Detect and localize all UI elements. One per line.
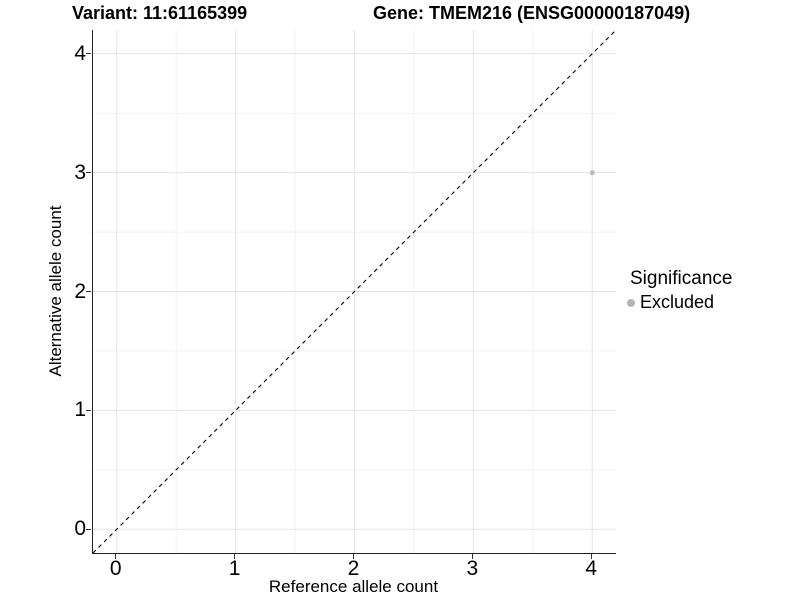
plot-title-gene: Gene: TMEM216 (ENSG00000187049) (373, 3, 691, 23)
plot-title-variant: Variant: 11:61165399 (72, 3, 248, 23)
plot-panel (92, 30, 616, 554)
x-tick-label: 4 (585, 557, 598, 580)
y-tick-mark (86, 53, 91, 55)
x-tick-label: 0 (109, 557, 122, 580)
y-tick-mark (86, 409, 91, 411)
y-tick-label: 1 (74, 398, 86, 422)
data-point (589, 170, 595, 176)
legend: Significance Excluded (627, 268, 732, 313)
legend-item-label: Excluded (640, 292, 715, 312)
legend-title: Significance (630, 268, 733, 289)
y-tick-label: 0 (74, 517, 86, 541)
y-axis-title: Alternative allele count (46, 205, 65, 377)
y-tick-label: 4 (74, 41, 86, 65)
y-tick-label: 2 (74, 279, 86, 303)
x-axis-title: Reference allele count (268, 577, 439, 596)
x-tick-mark (471, 554, 473, 559)
x-tick-label: 1 (228, 557, 241, 580)
y-tick-label: 3 (74, 160, 86, 184)
x-tick-mark (590, 554, 592, 559)
x-tick-mark (353, 554, 354, 559)
x-tick-mark (234, 554, 236, 559)
legend-item-excluded: Excluded (627, 292, 732, 313)
y-tick-mark (86, 291, 91, 292)
x-tick-label: 2 (347, 557, 360, 580)
identity-line (93, 30, 616, 553)
x-tick-label: 3 (466, 557, 479, 580)
x-tick-mark (115, 554, 117, 559)
y-tick-mark (86, 528, 91, 530)
legend-point-icon (627, 298, 635, 307)
y-tick-mark (86, 172, 91, 174)
plot-canvas (93, 30, 616, 553)
